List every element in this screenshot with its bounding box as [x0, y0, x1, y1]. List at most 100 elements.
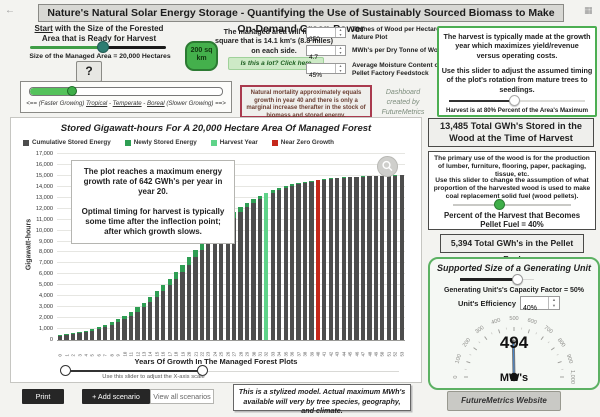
x-tick-label: 50	[379, 351, 385, 357]
capacity-slider-handle[interactable]	[512, 273, 523, 285]
x-tick-label: 46	[354, 351, 360, 357]
mwh-per-tonne-field[interactable]: ▲▼	[306, 45, 346, 62]
page-title: Nature's Natural Solar Energy Storage - …	[38, 4, 564, 35]
gauge-tick-label: 200	[462, 337, 472, 348]
gridline	[57, 273, 405, 275]
xaxis-range-track-selected[interactable]	[65, 370, 203, 372]
harvest-slider-track-filled[interactable]	[449, 100, 515, 102]
x-tick-label: 6	[96, 354, 102, 357]
area-slider-track-filled[interactable]	[30, 46, 103, 49]
efficiency-input[interactable]	[521, 302, 549, 315]
gauge-tick-label: 900	[565, 354, 574, 365]
harvest-slider-track-rest[interactable]	[515, 100, 585, 102]
bar-year-11	[128, 311, 134, 340]
efficiency-field[interactable]: ▲▼	[520, 296, 560, 315]
pellet-label-line1: Percent of the Harvest that Becomes	[443, 211, 581, 220]
harvest-slider-handle[interactable]	[509, 95, 520, 106]
x-tick-label: 22	[199, 351, 205, 357]
pellet-total-box: 5,394 Total GWh's in the Pellet Fuel	[440, 234, 584, 264]
gauge-tick	[473, 347, 478, 351]
xaxis-range-track-rest[interactable]	[203, 370, 399, 372]
chart-panel: Stored Gigawatt-hours For A 20,000 Hecta…	[10, 117, 422, 383]
area-heading-rest: with the Size of the Forested	[52, 24, 164, 33]
x-tick-label: 16	[160, 351, 166, 357]
spinner-icon[interactable]: ▲ ▼	[548, 297, 559, 309]
spinner-icon[interactable]: ▲ ▼	[335, 64, 345, 73]
help-button[interactable]: ?	[76, 61, 102, 82]
pellet-slider-track[interactable]	[453, 204, 571, 206]
tropical-link[interactable]: Tropical	[86, 100, 108, 107]
y-tick-label: 7,000	[39, 260, 53, 267]
x-tick-label: 29	[244, 351, 250, 357]
tonnes-per-hectare-field[interactable]: ▲▼	[306, 27, 346, 44]
capacity-slider-track-rest[interactable]	[518, 278, 534, 280]
y-tick-label: 10,000	[35, 227, 53, 234]
y-tick-label: 14,000	[35, 183, 53, 190]
x-tick-label: 37	[296, 351, 302, 357]
website-button[interactable]: FutureMetrics Website	[447, 391, 561, 411]
bar-year-12	[135, 307, 140, 340]
tonnes-per-hectare-input[interactable]	[307, 35, 337, 44]
gauge-tick	[484, 336, 488, 341]
boreal-link[interactable]: Boreal	[147, 100, 165, 107]
gauge-tick-label: 0	[453, 375, 459, 378]
spinner-icon[interactable]: ▲ ▼	[335, 46, 345, 55]
credit-line1: Dashboard	[385, 89, 421, 96]
print-button[interactable]: Print	[22, 389, 64, 404]
spinner-icon[interactable]: ▲ ▼	[335, 28, 345, 37]
annotation-para2: Optimal timing for harvest is typically …	[81, 206, 225, 237]
harvest-para2: Use this slider to adjust the assumed ti…	[441, 66, 593, 94]
chart-annotation: The plot reaches a maximum energy growth…	[71, 160, 235, 245]
temperate-link[interactable]: Temperate	[112, 100, 142, 107]
back-arrow-icon[interactable]: ←	[5, 5, 15, 16]
harvest-year-bar	[264, 192, 269, 340]
x-tick-label: 25	[218, 351, 224, 357]
area-slider-track-rest[interactable]	[103, 46, 166, 49]
x-tick-label: 43	[334, 351, 340, 357]
y-tick-label: 1,000	[39, 326, 53, 333]
pellet-para2: Use this slider to change the assumption…	[433, 177, 591, 201]
bar-year-5	[90, 328, 95, 340]
view-all-scenarios-button[interactable]: View all scenarios	[150, 389, 214, 404]
badge-line2: km	[196, 55, 207, 63]
bar-year-13	[141, 302, 146, 340]
is-this-a-lot-link[interactable]: Is this a lot? Click here	[228, 57, 324, 70]
moisture-content-input[interactable]	[307, 71, 337, 80]
bar-year-3	[77, 331, 82, 340]
climate-slider-handle[interactable]	[67, 86, 77, 96]
y-tick-label: 2,000	[39, 315, 53, 322]
gauge-tick-label: 100	[455, 354, 464, 365]
efficiency-label: Unit's Efficiency	[457, 299, 516, 308]
legend-item: Near Zero Growth	[271, 139, 334, 146]
add-scenario-button[interactable]: + Add scenario	[82, 389, 150, 404]
x-tick-label: 36	[289, 351, 295, 357]
x-tick-label: 30	[251, 351, 257, 357]
bar-year-48	[367, 176, 372, 340]
gauge-tick-label: 500	[509, 316, 518, 322]
capacity-slider-track-filled[interactable]	[460, 278, 518, 281]
y-tick-label: 6,000	[39, 271, 53, 278]
climate-slider-track[interactable]	[29, 87, 223, 96]
x-tick-label: 51	[386, 351, 392, 357]
legend-label: Cumulative Stored Energy	[32, 139, 111, 146]
bar-year-36	[290, 184, 295, 340]
y-tick-label: 3,000	[39, 304, 53, 311]
mwh-per-tonne-input[interactable]	[307, 53, 337, 62]
x-tick-label: 28	[238, 351, 244, 357]
bar-year-37	[296, 182, 301, 340]
pellet-slider-handle[interactable]	[494, 199, 505, 210]
xaxis-range-right-handle[interactable]	[197, 365, 208, 376]
bar-year-9	[116, 318, 121, 340]
area-slider-handle[interactable]	[97, 41, 109, 53]
y-tick-label: 17,000	[35, 151, 53, 157]
gridline	[57, 262, 405, 264]
x-tick-label: 31	[257, 351, 263, 357]
bar-year-8	[109, 322, 114, 340]
grid-icon[interactable]: ▦	[584, 5, 593, 15]
xaxis-range-left-handle[interactable]	[60, 365, 71, 376]
moisture-content-field[interactable]: ▲▼	[306, 63, 346, 80]
bar-year-7	[103, 324, 108, 340]
climate-label-pre: <== (Faster Growing)	[26, 100, 87, 107]
x-tick-label: 32	[263, 351, 269, 357]
zoom-button[interactable]	[377, 156, 398, 177]
